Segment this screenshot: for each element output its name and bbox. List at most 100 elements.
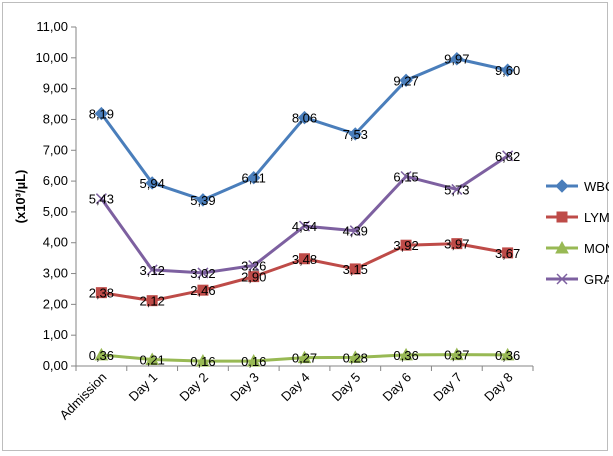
data-label-gra: 3,12	[140, 263, 165, 278]
data-label-lym: 3,67	[495, 246, 520, 261]
data-point-lym	[502, 247, 514, 259]
data-point-mono	[500, 347, 515, 361]
data-label-gra: 5,43	[89, 192, 114, 207]
data-label-lym: 2,38	[89, 286, 114, 301]
data-label-mono: 0,37	[444, 348, 469, 363]
data-point-gra	[349, 225, 361, 237]
x-tick-label: Day 6	[380, 370, 415, 405]
x-tick-label: Day 2	[176, 370, 211, 405]
data-label-gra: 3,26	[241, 259, 266, 274]
data-point-gra	[298, 220, 311, 232]
y-tick-label: 4,00	[43, 235, 68, 250]
data-point-lym	[146, 295, 158, 307]
data-label-lym: 3,92	[393, 238, 418, 253]
data-point-gra	[400, 170, 412, 182]
data-label-gra: 5,73	[444, 182, 469, 197]
data-label-lym: 2,12	[140, 294, 165, 309]
data-point-wbc	[500, 63, 515, 77]
data-label-mono: 0,21	[140, 353, 165, 368]
data-point-gra	[146, 264, 158, 276]
data-label-gra: 4,54	[292, 219, 317, 234]
data-point-mono	[348, 350, 363, 363]
legend-marker-wbc	[555, 179, 569, 193]
data-point-lym	[248, 271, 260, 283]
data-point-mono	[196, 354, 210, 367]
data-point-mono	[94, 347, 109, 361]
data-point-wbc	[399, 73, 413, 88]
data-label-wbc: 9,60	[495, 63, 520, 78]
data-point-wbc	[450, 52, 464, 66]
data-label-gra: 6,82	[495, 149, 520, 164]
data-label-lym: 3,97	[444, 237, 469, 252]
data-point-gra	[248, 260, 260, 272]
x-tick-label: Day 5	[329, 370, 364, 405]
data-label-mono: 0,16	[241, 354, 266, 369]
y-tick-label: 5,00	[43, 204, 68, 219]
data-point-mono	[246, 354, 261, 367]
data-label-mono: 0,36	[393, 348, 418, 363]
data-point-lym	[197, 284, 209, 296]
data-label-wbc: 8,06	[292, 111, 317, 126]
data-label-gra: 3,02	[190, 266, 215, 281]
data-point-wbc	[196, 193, 210, 207]
data-label-lym: 2,90	[241, 270, 266, 285]
data-label-wbc: 5,94	[140, 176, 165, 191]
data-label-wbc: 9,27	[393, 73, 418, 88]
data-label-wbc: 7,53	[343, 127, 368, 142]
x-tick-label: Day 1	[126, 370, 161, 405]
data-label-wbc: 5,39	[190, 193, 215, 208]
legend-marker-gra	[556, 273, 568, 285]
data-label-wbc: 9,97	[444, 52, 469, 67]
legend-label-gra: GRA	[584, 272, 609, 287]
data-point-lym	[451, 238, 463, 250]
data-label-wbc: 8,19	[89, 107, 114, 122]
legend-label-mono: MONO	[584, 241, 609, 256]
data-point-mono	[297, 350, 312, 364]
data-label-wbc: 6,11	[242, 171, 266, 186]
data-point-wbc	[247, 170, 261, 185]
x-tick-label: Day 3	[227, 370, 262, 405]
y-tick-label: 3,00	[43, 266, 68, 281]
data-label-mono: 0,27	[292, 351, 317, 366]
y-tick-label: 0,00	[43, 358, 68, 373]
chart-frame: 0,00 1,00 2,00 3,00 4,00 5,00 6,00 7,00 8,00 9,00…	[2, 2, 609, 451]
data-point-lym	[299, 253, 310, 265]
data-label-mono: 0,36	[89, 348, 114, 363]
y-axis-label: (x10³/µL)	[13, 170, 28, 224]
data-point-gra	[502, 150, 514, 162]
y-tick-label: 11,00	[36, 19, 68, 34]
y-tick-label: 1,00	[43, 327, 68, 342]
data-point-gra	[197, 267, 209, 279]
x-tick-label: Day 4	[278, 370, 313, 405]
data-label-gra: 4,39	[343, 224, 368, 239]
data-label-gra: 6,15	[393, 169, 418, 184]
data-point-wbc	[94, 106, 109, 121]
y-tick-label: 10,00	[35, 50, 68, 65]
y-tick-label: 6,00	[43, 173, 68, 188]
y-tick-label: 2,00	[43, 296, 68, 311]
legend-marker-mono	[555, 240, 569, 254]
y-tick-label: 7,00	[43, 142, 68, 157]
x-tick-label: Day 7	[430, 370, 465, 405]
data-label-lym: 3,48	[292, 252, 317, 267]
data-point-gra	[95, 193, 107, 205]
data-point-gra	[451, 183, 463, 195]
legend-label-wbc: WBC	[584, 179, 609, 194]
data-label-lym: 2,46	[190, 283, 215, 298]
x-tick-label: Day 8	[481, 370, 516, 405]
data-point-mono	[145, 352, 160, 366]
data-point-mono	[449, 347, 464, 361]
data-point-mono	[399, 347, 413, 361]
data-label-mono: 0,36	[495, 348, 520, 363]
data-point-wbc	[145, 176, 159, 190]
data-label-mono: 0,16	[190, 354, 215, 369]
data-point-wbc	[297, 110, 312, 125]
legend-marker-lym	[556, 211, 568, 223]
data-point-wbc	[348, 127, 362, 141]
data-label-mono: 0,28	[343, 350, 368, 365]
data-point-lym	[349, 263, 361, 275]
y-tick-label: 8,00	[43, 111, 68, 126]
data-label-lym: 3,15	[343, 262, 368, 277]
data-point-lym	[400, 239, 412, 251]
data-point-lym	[95, 287, 107, 299]
